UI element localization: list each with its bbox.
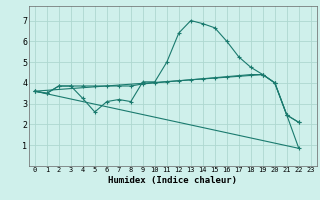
X-axis label: Humidex (Indice chaleur): Humidex (Indice chaleur) (108, 176, 237, 185)
